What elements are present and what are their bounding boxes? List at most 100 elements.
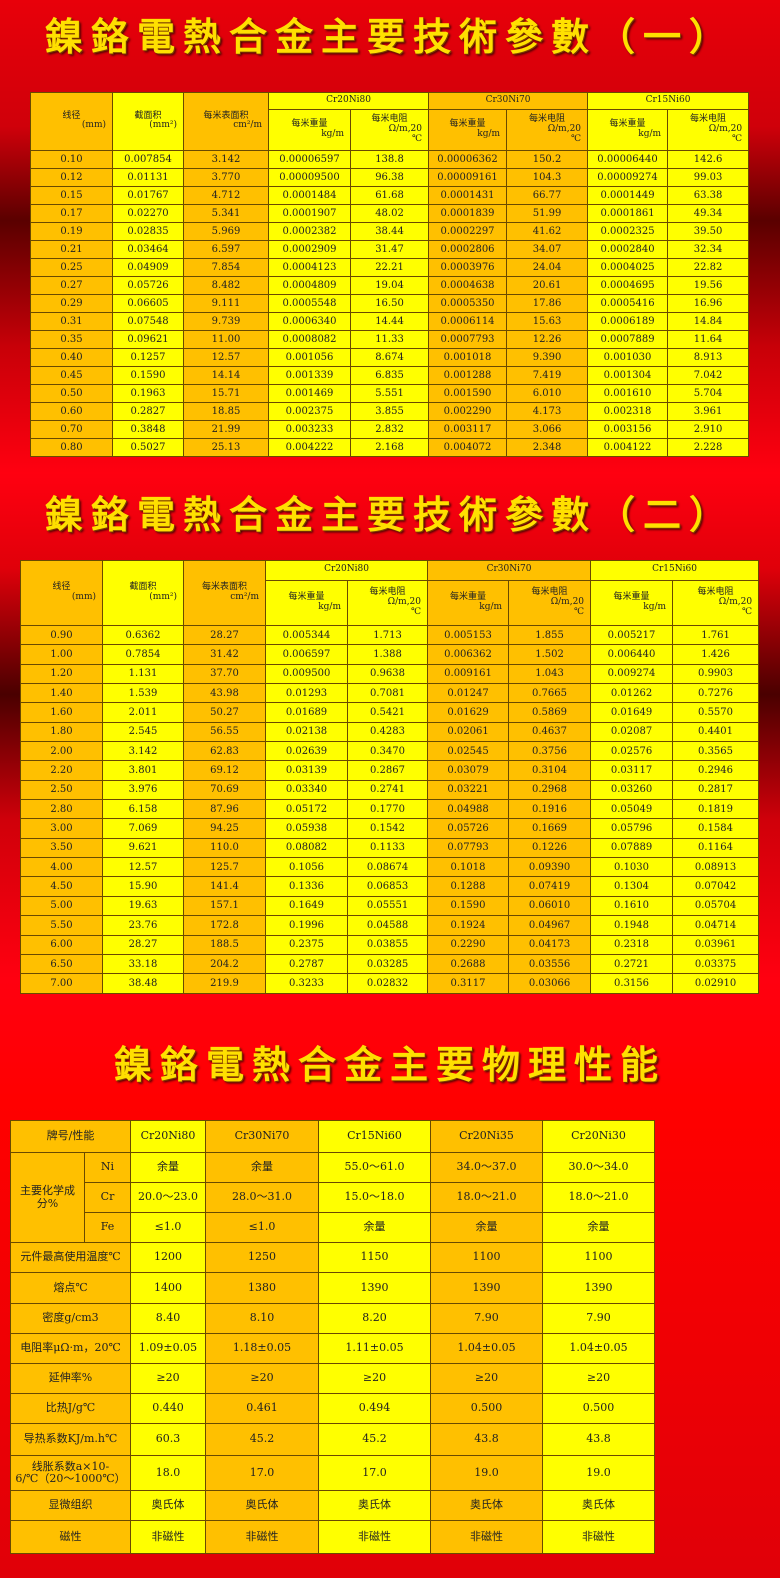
table-cell: 0.45: [30, 365, 113, 385]
table-cell: 2.50: [20, 779, 103, 801]
header-text: cm²/m: [230, 592, 259, 602]
table-row: 3.00 7.069 94.25 0.05938 0.1542 0.05726 0.1669…: [20, 818, 760, 839]
table-cell: 2.20: [20, 760, 103, 781]
table-cell: 0.002290: [428, 401, 508, 421]
table-cell: 0.00009274: [587, 167, 669, 187]
table-row: 0.15 0.01767 4.712 0.0001484 61.68 0.0001431 6…: [30, 185, 750, 205]
table-cell: 非磁性: [430, 1520, 543, 1554]
table-cell: 18.0～21.0: [430, 1182, 543, 1213]
table-cell: 0.001590: [428, 383, 508, 403]
table-cell: 8.20: [318, 1303, 431, 1334]
table-cell: 157.1: [183, 895, 266, 917]
table-cell: 0.9903: [672, 663, 760, 685]
table-cell: 3.801: [102, 760, 184, 781]
header-text: ℃: [570, 134, 582, 145]
table-cell: 6.158: [102, 799, 184, 820]
table-cell: 4.173: [506, 401, 589, 421]
table-cell: 0.7081: [346, 683, 429, 704]
table-cell: 0.90: [20, 624, 103, 646]
table-cell: 0.03375: [672, 953, 760, 975]
table-cell: 0.500: [542, 1393, 655, 1424]
table-cell: 0.500: [430, 1393, 543, 1424]
table-cell: 8.40: [130, 1303, 206, 1334]
table-cell: 12.57: [183, 347, 269, 367]
table-row: 0.60 0.2827 18.85 0.002375 3.855 0.002290 4.17…: [30, 401, 750, 421]
table-cell: 0.04988: [427, 799, 510, 820]
table-cell: 0.2290: [427, 934, 510, 955]
table-cell: 1400: [130, 1272, 206, 1304]
table-cell: 0.04588: [346, 915, 429, 936]
table-cell: 0.09621: [112, 329, 184, 349]
table-cell: 0.1584: [672, 818, 760, 839]
header-resistance: 每米电阻 Ω/m,20 ℃: [349, 109, 430, 151]
header-surface: 每米表面积 cm²/m: [183, 560, 266, 626]
table-cell: 8.482: [183, 275, 269, 295]
header-text: 每米重量: [613, 591, 650, 602]
table-cell: 17.0: [318, 1455, 431, 1491]
table-cell: 4.50: [20, 876, 103, 897]
table-cell: 0.1133: [346, 837, 429, 859]
table-row: 磁性 非磁性 非磁性 非磁性 非磁性 非磁性: [10, 1520, 769, 1554]
header-surface: 每米表面积 cm²/m: [183, 92, 269, 151]
table-cell: 7.90: [430, 1303, 543, 1334]
table-cell: 12.57: [102, 857, 184, 878]
table-cell: 0.2867: [346, 760, 429, 781]
table-cell: 28.0～31.0: [205, 1182, 319, 1213]
table-row: 线胀系数a×10-6/℃（20～1000℃） 18.0 17.0 17.0 19.0 19…: [10, 1455, 769, 1491]
table-cell: 0.001610: [587, 383, 669, 403]
table-row: 熔点℃ 1400 1380 1390 1390 1390: [10, 1272, 769, 1304]
table-cell: 43.8: [542, 1423, 655, 1456]
table-cell: 15.0～18.0: [318, 1182, 431, 1213]
table-cell: 0.02910: [672, 973, 760, 994]
table-cell: 0.1336: [265, 876, 348, 897]
property-label: 导热系数KJ/m.h℃: [10, 1423, 131, 1456]
table-row: 0.10 0.007854 3.142 0.00006597 138.8 0.000063…: [30, 149, 750, 169]
table-cell: 5.704: [667, 383, 750, 403]
table-row: 6.50 33.18 204.2 0.2787 0.03285 0.2688 0.03556…: [20, 953, 760, 975]
table-cell: 1.539: [102, 683, 184, 704]
table-cell: 22.21: [349, 257, 430, 277]
table-cell: 奥氏体: [130, 1490, 206, 1521]
table-cell: 104.3: [506, 167, 589, 187]
header-text: 每米电阻: [531, 586, 568, 597]
table-cell: 0.06853: [346, 876, 429, 897]
table-cell: 0.40: [30, 347, 113, 367]
table-cell: 30.0～34.0: [542, 1152, 655, 1183]
table-cell: 55.0～61.0: [318, 1152, 431, 1183]
header-alloy: Cr30Ni70: [427, 560, 592, 581]
table-row: 1.80 2.545 56.55 0.02138 0.4283 0.02061 0.4637…: [20, 721, 760, 743]
table-cell: 142.6: [667, 149, 750, 169]
table-cell: 1390: [430, 1272, 543, 1304]
table-cell: 余量: [542, 1212, 655, 1243]
table-cell: 11.64: [667, 329, 750, 349]
table-cell: 0.005153: [427, 624, 510, 646]
table-cell: 6.00: [20, 934, 103, 955]
table-cell: 0.009274: [590, 663, 674, 685]
header-alloy: Cr15Ni60: [587, 91, 750, 111]
table-cell: 12.26: [506, 329, 589, 349]
element-label: Fe: [84, 1212, 131, 1243]
table-cell: 0.003233: [268, 419, 351, 439]
composition-label: 主要化学成分%: [10, 1152, 85, 1243]
table-cell: 非磁性: [205, 1520, 319, 1554]
table-cell: 0.4283: [346, 721, 429, 743]
table-cell: 2.832: [349, 419, 430, 439]
table-cell: 0.0007889: [587, 329, 669, 349]
table-row: 0.29 0.06605 9.111 0.0005548 16.50 0.0005350 1…: [30, 293, 750, 313]
table-cell: 0.1030: [590, 857, 674, 878]
table-row: 电阻率μΩ·m，20℃ 1.09±0.05 1.18±0.05 1.11±0.05 1.…: [10, 1333, 769, 1364]
table-cell: 5.341: [183, 203, 269, 223]
table-cell: 0.06010: [508, 895, 592, 917]
table-cell: 4.712: [183, 185, 269, 205]
table-cell: 16.96: [667, 293, 750, 313]
table-cell: 19.0: [542, 1455, 655, 1491]
table-cell: 0.3470: [346, 741, 429, 762]
table-row: 0.40 0.1257 12.57 0.001056 8.674 0.001018 9.39…: [30, 347, 750, 367]
table-cell: 1390: [542, 1272, 655, 1304]
header-area: 截面积 (mm²): [112, 92, 184, 151]
table-row: 3.50 9.621 110.0 0.08082 0.1133 0.07793 0.1226…: [20, 837, 760, 859]
table-cell: 0.03556: [508, 953, 592, 975]
header-alloy: Cr20Ni80: [130, 1120, 206, 1153]
table-cell: 0.5421: [346, 702, 429, 723]
table-row: 2.80 6.158 87.96 0.05172 0.1770 0.04988 0.1916…: [20, 799, 760, 820]
